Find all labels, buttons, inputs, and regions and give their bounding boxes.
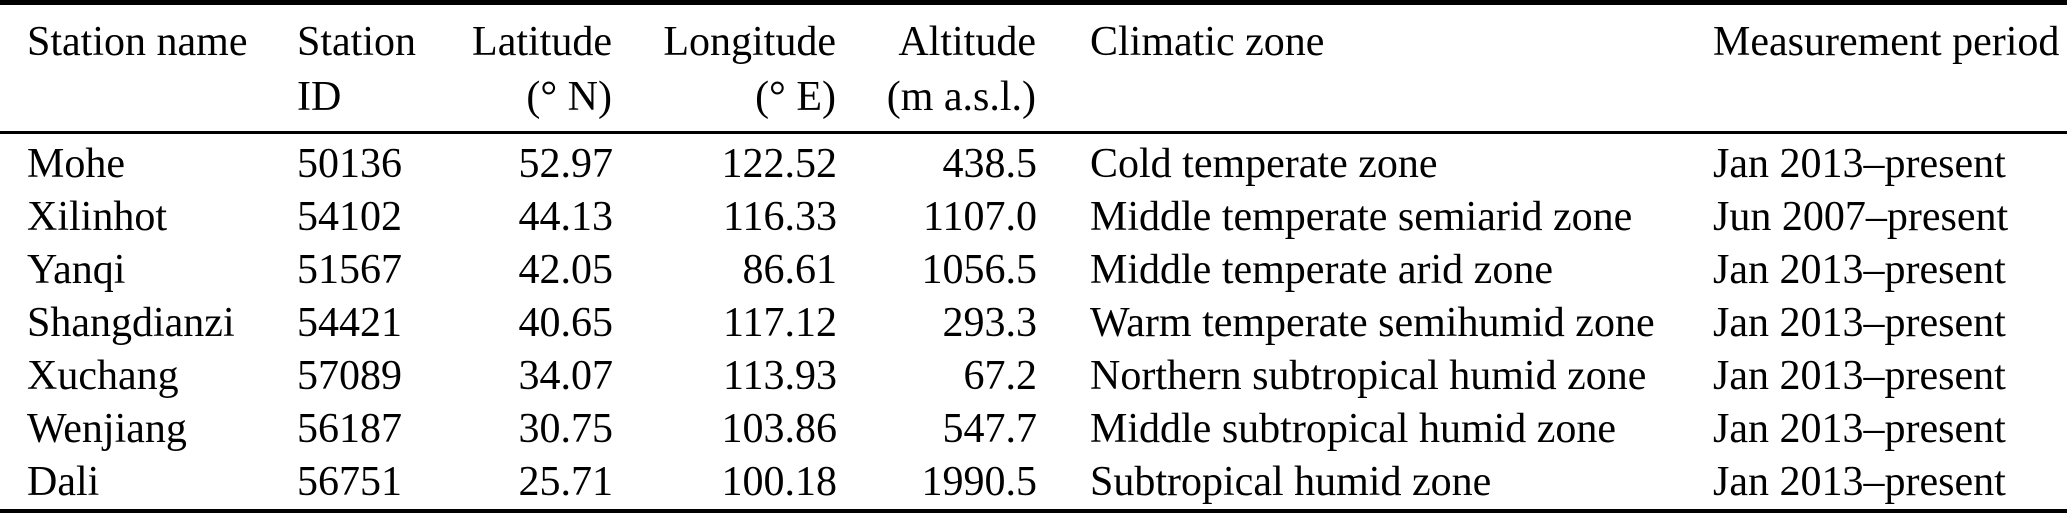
header-label: Station <box>297 19 417 65</box>
header-sublabel <box>27 70 282 125</box>
table-row: Xilinhot 54102 44.13 116.33 1107.0 Middl… <box>0 191 2067 244</box>
cell-climatic-zone: Subtropical humid zone <box>1090 459 1492 505</box>
cell-climatic-zone: Northern subtropical humid zone <box>1090 353 1647 399</box>
cell-climatic-zone: Middle subtropical humid zone <box>1090 406 1617 452</box>
cell-longitude: 103.86 <box>721 406 838 452</box>
cell-measurement-period: Jan 2013–present <box>1713 406 2006 452</box>
cell-altitude: 1990.5 <box>921 459 1038 505</box>
header-label: Altitude <box>898 19 1036 65</box>
cell-station-name: Shangdianzi <box>27 300 235 346</box>
cell-station-name: Mohe <box>27 141 125 187</box>
col-header-measurement-period: Measurement period <box>1713 2 2067 134</box>
cell-latitude: 25.71 <box>518 459 614 505</box>
cell-measurement-period: Jan 2013–present <box>1713 459 2006 505</box>
table-row: Dali 56751 25.71 100.18 1990.5 Subtropic… <box>0 456 2067 512</box>
cell-station-name: Yanqi <box>27 247 126 293</box>
cell-latitude: 42.05 <box>518 247 614 293</box>
cell-latitude: 52.97 <box>518 141 614 187</box>
cell-latitude: 44.13 <box>518 194 614 240</box>
col-header-station-name: Station name <box>0 2 283 134</box>
header-sublabel <box>1713 70 2066 125</box>
cell-station-name: Xilinhot <box>27 194 168 240</box>
table-header: Station name Station ID Latitude (° N) L… <box>0 2 2067 134</box>
table-row: Shangdianzi 54421 40.65 117.12 293.3 War… <box>0 297 2067 350</box>
cell-latitude: 30.75 <box>518 406 614 452</box>
cell-station-id: 51567 <box>297 247 402 293</box>
cell-latitude: 34.07 <box>518 353 614 399</box>
cell-longitude: 100.18 <box>721 459 838 505</box>
header-label: Longitude <box>663 19 836 65</box>
header-label: Latitude <box>472 19 612 65</box>
cell-climatic-zone: Cold temperate zone <box>1090 141 1438 187</box>
cell-station-id: 54102 <box>297 194 402 240</box>
header-sublabel: (° N) <box>526 74 612 120</box>
cell-altitude: 67.2 <box>963 353 1038 399</box>
cell-longitude: 117.12 <box>723 300 837 346</box>
cell-longitude: 122.52 <box>721 141 838 187</box>
cell-climatic-zone: Middle temperate arid zone <box>1090 247 1553 293</box>
cell-longitude: 113.93 <box>723 353 837 399</box>
cell-latitude: 40.65 <box>518 300 614 346</box>
cell-climatic-zone: Warm temperate semihumid zone <box>1090 300 1655 346</box>
header-sublabel <box>1090 70 1712 125</box>
cell-altitude: 293.3 <box>942 300 1038 346</box>
header-sublabel: (° E) <box>755 74 836 120</box>
col-header-latitude: Latitude (° N) <box>445 2 613 134</box>
col-header-longitude: Longitude (° E) <box>613 2 837 134</box>
table-row: Yanqi 51567 42.05 86.61 1056.5 Middle te… <box>0 244 2067 297</box>
cell-measurement-period: Jan 2013–present <box>1713 300 2006 346</box>
cell-station-id: 50136 <box>297 141 402 187</box>
cell-station-name: Wenjiang <box>27 406 187 452</box>
cell-station-id: 56751 <box>297 459 402 505</box>
table-row: Wenjiang 56187 30.75 103.86 547.7 Middle… <box>0 403 2067 456</box>
cell-longitude: 86.61 <box>742 247 838 293</box>
col-header-climatic-zone: Climatic zone <box>1037 2 1713 134</box>
header-row: Station name Station ID Latitude (° N) L… <box>0 2 2067 134</box>
cell-altitude: 438.5 <box>942 141 1038 187</box>
cell-station-name: Xuchang <box>27 353 179 399</box>
cell-measurement-period: Jun 2007–present <box>1713 194 2009 240</box>
header-sublabel: ID <box>297 74 342 120</box>
cell-station-id: 54421 <box>297 300 402 346</box>
table-row: Mohe 50136 52.97 122.52 438.5 Cold tempe… <box>0 133 2067 192</box>
header-label: Station name <box>27 19 248 65</box>
cell-station-name: Dali <box>27 459 100 505</box>
cell-station-id: 56187 <box>297 406 402 452</box>
col-header-altitude: Altitude (m a.s.l.) <box>837 2 1037 134</box>
header-label: Measurement period <box>1713 19 2060 65</box>
cell-climatic-zone: Middle temperate semiarid zone <box>1090 194 1633 240</box>
header-label: Climatic zone <box>1090 19 1325 65</box>
cell-altitude: 1107.0 <box>923 194 1037 240</box>
cell-altitude: 547.7 <box>942 406 1038 452</box>
cell-longitude: 116.33 <box>723 194 837 240</box>
cell-altitude: 1056.5 <box>921 247 1038 293</box>
table-body: Mohe 50136 52.97 122.52 438.5 Cold tempe… <box>0 133 2067 512</box>
cell-measurement-period: Jan 2013–present <box>1713 353 2006 399</box>
table-row: Xuchang 57089 34.07 113.93 67.2 Northern… <box>0 350 2067 403</box>
cell-station-id: 57089 <box>297 353 402 399</box>
cell-measurement-period: Jan 2013–present <box>1713 141 2006 187</box>
cell-measurement-period: Jan 2013–present <box>1713 247 2006 293</box>
col-header-station-id: Station ID <box>283 2 445 134</box>
header-sublabel: (m a.s.l.) <box>886 74 1036 120</box>
